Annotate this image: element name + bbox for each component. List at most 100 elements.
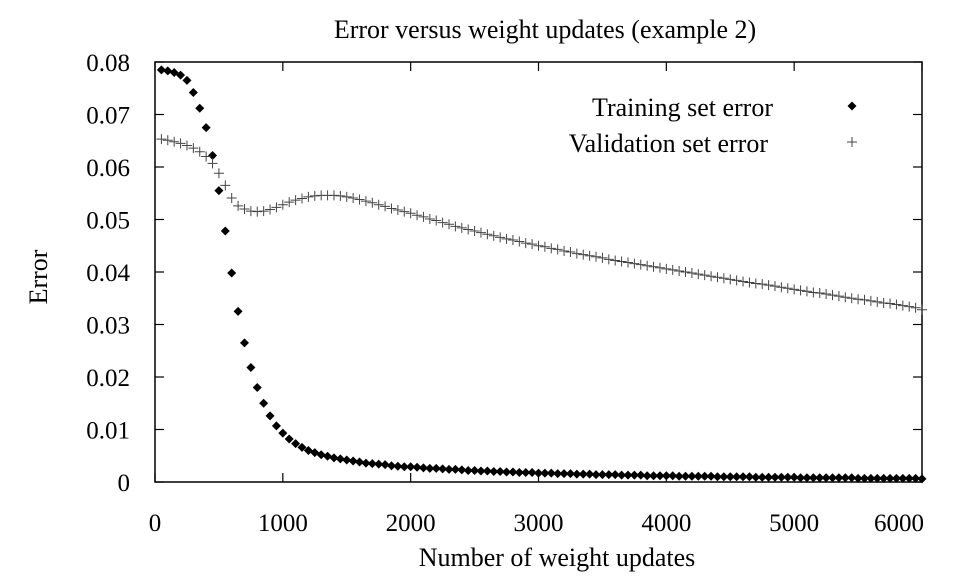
training-error-point xyxy=(725,472,735,482)
validation-error-point xyxy=(661,263,672,274)
training-error-point xyxy=(342,455,352,465)
validation-error-point xyxy=(833,291,844,302)
validation-error-point xyxy=(622,257,633,268)
validation-error-point xyxy=(469,226,480,237)
training-error-point xyxy=(188,87,198,97)
validation-error-point xyxy=(757,279,768,290)
training-error-point xyxy=(859,473,869,483)
validation-error-point xyxy=(827,290,838,301)
training-error-point xyxy=(885,473,895,483)
training-error-point xyxy=(527,468,537,478)
validation-error-point xyxy=(610,255,621,266)
training-error-point xyxy=(233,306,243,316)
validation-error-point xyxy=(360,196,371,207)
y-tick-label: 0.02 xyxy=(86,365,130,392)
validation-error-point xyxy=(853,294,864,305)
validation-error-point xyxy=(680,267,691,277)
training-error-point xyxy=(617,470,627,480)
training-error-point xyxy=(553,469,563,479)
validation-error-point xyxy=(699,270,710,281)
training-error-point xyxy=(872,473,882,483)
validation-error-point xyxy=(706,271,717,282)
validation-error-point xyxy=(738,276,749,287)
validation-error-point xyxy=(437,217,448,228)
validation-error-point xyxy=(207,158,218,169)
validation-error-point xyxy=(354,194,365,205)
training-error-point xyxy=(578,469,588,479)
training-error-point xyxy=(534,468,543,478)
training-error-point xyxy=(591,470,601,480)
training-error-point xyxy=(540,468,550,478)
validation-error-point xyxy=(328,190,339,201)
y-tick-label: 0.08 xyxy=(86,50,130,77)
training-error-point xyxy=(655,471,665,481)
training-error-point xyxy=(431,463,441,473)
validation-error-point xyxy=(424,213,435,224)
training-error-point xyxy=(674,471,684,481)
training-error-point xyxy=(866,473,876,483)
validation-error-point xyxy=(284,197,295,208)
training-error-point xyxy=(700,471,710,481)
validation-error-point xyxy=(872,296,883,307)
validation-error-point xyxy=(865,295,876,306)
training-error-point xyxy=(757,472,767,482)
training-error-point xyxy=(789,472,799,482)
training-error-point xyxy=(444,464,454,474)
training-error-point xyxy=(712,472,722,482)
validation-error-point xyxy=(501,233,512,244)
validation-error-point xyxy=(878,297,889,308)
training-error-point xyxy=(911,473,921,483)
training-error-point xyxy=(853,473,863,483)
training-error-point xyxy=(476,466,486,476)
validation-error-point xyxy=(194,146,205,157)
validation-error-point xyxy=(725,274,736,285)
validation-error-point xyxy=(527,239,538,250)
training-error-point xyxy=(489,467,499,476)
validation-error-point xyxy=(533,240,544,251)
training-error-point xyxy=(840,473,850,483)
validation-error-point xyxy=(380,201,391,212)
validation-error-point xyxy=(220,180,231,191)
validation-error-point xyxy=(859,294,870,305)
x-tick-label: 0 xyxy=(149,510,162,537)
training-error-point xyxy=(393,461,403,471)
chart-title: Error versus weight updates (example 2) xyxy=(334,15,756,44)
legend-label-training: Training set error xyxy=(592,93,773,122)
validation-error-point xyxy=(239,204,250,214)
validation-error-point xyxy=(712,272,723,283)
training-error-point xyxy=(252,383,262,392)
training-error-point xyxy=(425,463,435,473)
validation-error-point xyxy=(309,190,320,201)
training-error-point xyxy=(898,473,908,483)
validation-error-point xyxy=(392,205,403,216)
validation-error-point xyxy=(488,230,499,241)
training-error-point xyxy=(668,471,678,481)
training-error-point xyxy=(636,470,646,480)
validation-error-point xyxy=(335,190,346,201)
validation-error-point xyxy=(399,206,410,217)
training-error-point xyxy=(891,473,901,483)
training-error-point xyxy=(808,473,818,483)
x-tick-label: 2000 xyxy=(386,510,436,537)
validation-error-point xyxy=(373,199,384,210)
validation-error-point xyxy=(584,250,595,261)
training-error-point xyxy=(208,150,218,160)
validation-error-point xyxy=(431,215,442,226)
training-error-point xyxy=(386,461,396,471)
validation-error-point xyxy=(271,202,282,213)
y-tick-label: 0.04 xyxy=(86,260,130,287)
validation-error-point xyxy=(891,299,902,310)
training-error-point xyxy=(834,473,844,483)
training-error-point xyxy=(355,457,365,467)
validation-error-point xyxy=(744,277,755,288)
training-error-point xyxy=(227,268,237,278)
training-error-point xyxy=(764,472,774,482)
validation-error-point xyxy=(897,300,908,311)
x-tick-label: 5000 xyxy=(769,510,819,537)
validation-error-point xyxy=(463,224,474,235)
training-error-point xyxy=(470,465,480,475)
validation-error-point xyxy=(904,301,915,312)
training-error-point xyxy=(732,472,742,482)
training-error-point xyxy=(367,459,377,469)
